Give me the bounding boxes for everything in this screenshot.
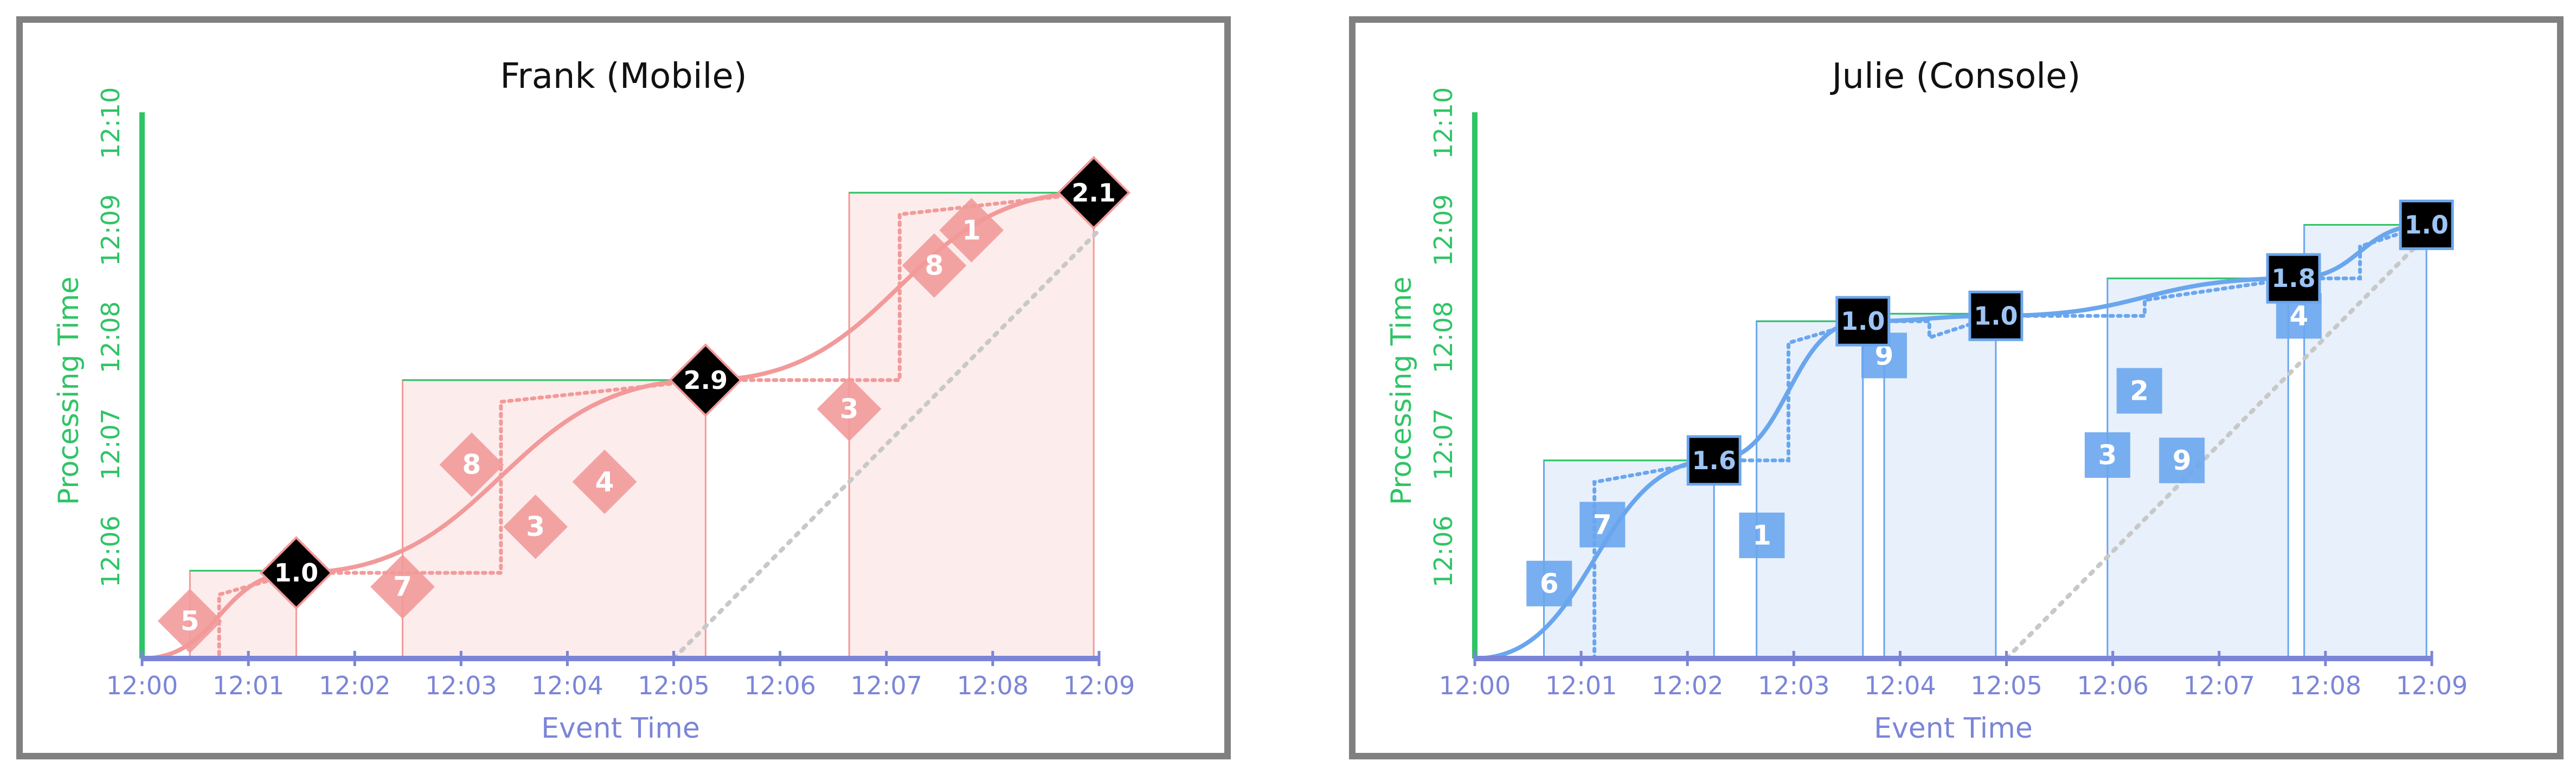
event-value-label: 9: [2173, 445, 2192, 476]
y-tick-label: 12:09: [1429, 194, 1458, 266]
event-value-label: 3: [2098, 439, 2117, 471]
x-tick-label: 12:08: [957, 671, 1029, 700]
y-tick-label: 12:07: [96, 408, 125, 481]
watermark-value-label: 1.8: [2271, 264, 2316, 293]
watermark-marker: 1.0: [259, 536, 333, 610]
watermark-value-label: 1.0: [274, 558, 319, 587]
ideal-watermark-line: [2004, 228, 2434, 661]
y-axis-title: Processing Time: [53, 277, 85, 505]
watermark-marker: 1.0: [1968, 290, 2023, 341]
julie-console-chart: 12:00 12:01 12:02 12:03 12:04 12:05 12:06 12:07…: [1385, 87, 2468, 745]
x-tick-label: 12:09: [2396, 671, 2468, 700]
window-pane: [1543, 459, 1715, 660]
event-marker: 1: [939, 198, 1004, 263]
x-axis-title: Event Time: [1874, 712, 2033, 745]
event-value-label: 4: [2289, 300, 2308, 331]
heuristic-watermark-line: [145, 190, 1096, 661]
watermark-marker: 2.9: [669, 343, 743, 417]
watermark-value-label: 1.6: [1692, 446, 1737, 475]
event-marker: 7: [1579, 502, 1626, 548]
event-marker: 3: [2084, 432, 2130, 478]
x-tick-label: 12:04: [1864, 671, 1936, 700]
panel-title: Julie (Console): [1832, 56, 2081, 97]
event-value-label: 3: [840, 393, 859, 425]
panel-title: Frank (Mobile): [500, 56, 747, 97]
y-tick-label: 12:06: [1429, 515, 1458, 587]
event-value-label: 6: [1540, 568, 1559, 599]
watermark-value-label: 1.0: [1974, 301, 2018, 330]
watermark-value-label: 1.0: [1841, 306, 1885, 336]
x-tick-label: 12:09: [1063, 671, 1135, 700]
event-marker: 5: [157, 589, 222, 654]
x-tick-label: 12:06: [744, 671, 816, 700]
event-value-label: 7: [1593, 509, 1612, 540]
y-tick-label: 12:10: [96, 87, 125, 159]
x-tick-label: 12:06: [2077, 671, 2149, 700]
frank-mobile-chart: 12:00 12:01 12:02 12:03 12:04 12:05 12:06 12:07…: [53, 87, 1135, 745]
x-tick-label: 12:05: [638, 671, 710, 700]
window-pane: [2303, 224, 2427, 660]
window-pane: [848, 191, 1095, 660]
event-marker: 8: [902, 233, 967, 298]
x-tick-label: 12:05: [1970, 671, 2042, 700]
x-axis-title: Event Time: [541, 712, 700, 745]
y-tick-label: 12:08: [96, 302, 125, 374]
x-tick-label: 12:00: [106, 671, 178, 700]
watermark-marker: 1.0: [2399, 200, 2454, 251]
watermark-marker: 1.0: [1835, 296, 1891, 347]
x-tick-label: 12:04: [531, 671, 603, 700]
event-value-label: 8: [462, 449, 481, 481]
y-tick-label: 12:06: [96, 515, 125, 587]
x-tick-label: 12:00: [1439, 671, 1511, 700]
event-value-label: 5: [181, 605, 200, 637]
watermark-marker: 2.1: [1057, 156, 1131, 230]
event-value-label: 7: [393, 571, 412, 603]
event-marker: 3: [817, 376, 882, 442]
event-value-label: 3: [526, 511, 545, 542]
event-marker: 9: [2159, 437, 2205, 483]
event-value-label: 8: [925, 250, 944, 282]
event-value-label: 1: [962, 214, 981, 246]
event-marker: 3: [503, 494, 568, 559]
y-tick-label: 12:10: [1429, 87, 1458, 159]
event-value-label: 2: [2130, 375, 2149, 407]
watermark-value-label: 1.0: [2404, 210, 2449, 240]
y-axis-title: Processing Time: [1385, 277, 1418, 505]
x-tick-label: 12:02: [1652, 671, 1724, 700]
x-tick-label: 12:01: [1545, 671, 1617, 700]
x-tick-label: 12:02: [319, 671, 391, 700]
event-marker: 6: [1526, 560, 1572, 606]
event-marker: 2: [2116, 368, 2162, 414]
x-tick-label: 12:03: [425, 671, 497, 700]
y-tick-label: 12:07: [1429, 408, 1458, 481]
watermark-marker: 1.8: [2266, 253, 2321, 304]
y-tick-label: 12:09: [96, 194, 125, 266]
x-tick-label: 12:08: [2290, 671, 2362, 700]
watermark-value-label: 2.9: [684, 366, 728, 395]
ideal-watermark-line: [671, 228, 1101, 661]
event-marker: 4: [572, 449, 637, 514]
julie-console-panel: Julie (Console) 12:00 12:01 12:02 12:03 12:0…: [1349, 16, 2564, 759]
x-tick-label: 12:01: [213, 671, 285, 700]
event-value-label: 1: [1752, 520, 1771, 551]
x-tick-label: 12:07: [2183, 671, 2255, 700]
watermark-marker: 1.6: [1686, 435, 1742, 486]
event-value-label: 4: [595, 466, 614, 497]
watermark-value-label: 2.1: [1071, 178, 1116, 207]
heuristic-watermark-line: [1478, 223, 2429, 661]
y-tick-label: 12:08: [1429, 302, 1458, 374]
event-marker: 1: [1739, 512, 1785, 558]
window-pane: [1756, 320, 1864, 660]
event-marker: 8: [439, 432, 504, 497]
frank-mobile-panel: Frank (Mobile) 12:00 12:01 12:02 12:03 12:04…: [16, 16, 1231, 759]
x-tick-label: 12:03: [1758, 671, 1830, 700]
x-tick-label: 12:07: [850, 671, 922, 700]
